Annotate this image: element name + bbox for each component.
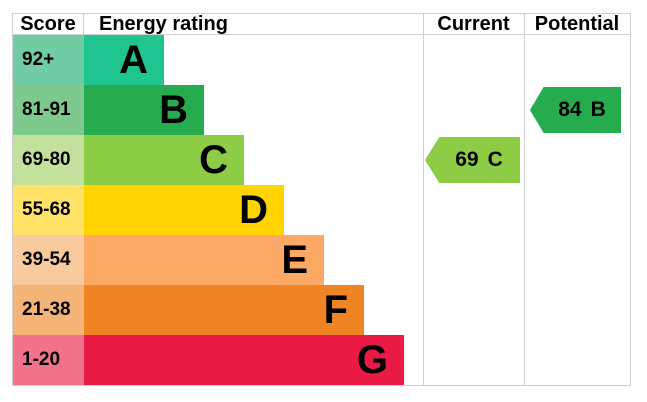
band-rows: 92+ A 81-91 B 69-80 C 55-68 D 39-54 E 21…: [13, 35, 630, 385]
band-f-score-range: 21-38: [13, 285, 84, 335]
band-g-score-range: 1-20: [13, 335, 84, 385]
potential-rating-value: 84: [558, 98, 582, 121]
band-row-f: 21-38 F: [13, 285, 630, 335]
band-b-score-range: 81-91: [13, 85, 84, 135]
potential-column-divider: [524, 14, 525, 385]
band-row-a: 92+ A: [13, 35, 630, 85]
band-d-bar: D: [84, 185, 284, 235]
band-row-e: 39-54 E: [13, 235, 630, 285]
chart-header: Score Energy rating Current Potential: [13, 14, 630, 35]
band-a-score-range: 92+: [13, 35, 84, 85]
band-g-bar: G: [84, 335, 404, 385]
current-rating-value: 69: [455, 148, 479, 171]
energy-rating-column-header: Energy rating: [99, 13, 228, 35]
band-f-bar: F: [84, 285, 364, 335]
potential-column-header: Potential: [534, 13, 620, 35]
current-column-header: Current: [437, 13, 510, 35]
potential-rating-arrow: 84 B: [530, 87, 621, 133]
potential-rating-grade: B: [590, 98, 606, 121]
band-e-bar: E: [84, 235, 324, 285]
band-row-g: 1-20 G: [13, 335, 630, 385]
current-column-divider: [423, 14, 424, 385]
band-row-d: 55-68 D: [13, 185, 630, 235]
band-row-c: 69-80 C: [13, 135, 630, 185]
current-rating-arrow: 69 C: [425, 137, 520, 183]
band-c-bar: C: [84, 135, 244, 185]
band-row-b: 81-91 B: [13, 85, 630, 135]
band-e-score-range: 39-54: [13, 235, 84, 285]
band-c-score-range: 69-80: [13, 135, 84, 185]
score-column-header: Score: [13, 14, 84, 34]
band-d-score-range: 55-68: [13, 185, 84, 235]
current-rating-grade: C: [487, 148, 503, 171]
band-a-bar: A: [84, 35, 164, 85]
chart-frame: Score Energy rating Current Potential 92…: [12, 13, 631, 386]
band-b-bar: B: [84, 85, 204, 135]
